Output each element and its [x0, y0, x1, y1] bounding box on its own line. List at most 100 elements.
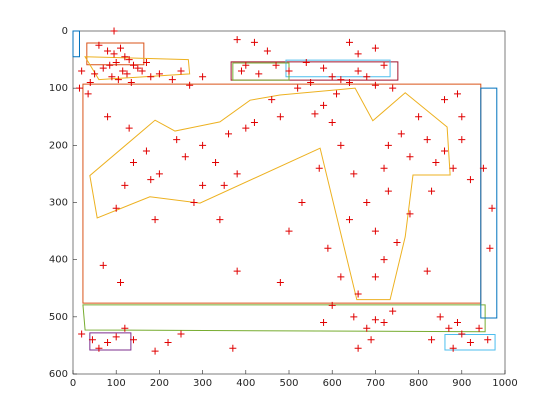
data-point	[106, 61, 114, 69]
data-point	[436, 313, 444, 321]
y-tick-label: 400	[49, 255, 68, 266]
data-point	[199, 141, 207, 149]
region-outline	[72, 30, 80, 58]
data-point	[142, 58, 150, 66]
data-point	[95, 344, 103, 352]
data-point	[199, 181, 207, 189]
data-point	[108, 73, 116, 81]
data-point	[164, 339, 172, 347]
data-point	[479, 164, 487, 172]
data-point	[151, 216, 159, 224]
data-point	[320, 101, 328, 109]
data-point	[151, 347, 159, 355]
data-point	[380, 256, 388, 264]
data-point	[177, 330, 185, 338]
data-point	[371, 227, 379, 235]
data-point	[233, 267, 241, 275]
data-point	[104, 339, 112, 347]
x-tick-label: 400	[236, 378, 255, 389]
data-point	[75, 84, 83, 92]
data-point	[320, 64, 328, 72]
data-point	[121, 324, 129, 332]
data-point	[389, 307, 397, 315]
data-point	[397, 130, 405, 138]
data-point	[315, 164, 323, 172]
data-point	[263, 47, 271, 55]
data-point	[441, 147, 449, 155]
y-tick-label: 100	[49, 83, 68, 94]
data-point	[445, 324, 453, 332]
data-point	[272, 61, 280, 69]
data-point	[380, 61, 388, 69]
x-tick-label: 500	[279, 378, 298, 389]
data-point	[255, 70, 263, 78]
data-point	[307, 78, 315, 86]
data-point	[428, 187, 436, 195]
data-point	[117, 44, 125, 52]
data-point	[99, 64, 107, 72]
data-point	[466, 339, 474, 347]
data-point	[110, 50, 118, 58]
data-point	[449, 344, 457, 352]
data-point	[428, 336, 436, 344]
data-point	[393, 239, 401, 247]
region-outline	[480, 87, 498, 319]
data-point	[380, 319, 388, 327]
y-tick-label: 300	[49, 198, 68, 209]
data-point	[134, 64, 142, 72]
data-point	[220, 181, 228, 189]
data-point	[229, 344, 237, 352]
data-point	[155, 70, 163, 78]
x-tick-label: 1000	[492, 378, 517, 389]
data-point	[371, 44, 379, 52]
region-outline	[444, 334, 496, 351]
data-point	[363, 73, 371, 81]
data-point	[237, 67, 245, 75]
data-point	[475, 324, 483, 332]
data-point	[302, 58, 310, 66]
y-tick-label: 200	[49, 140, 68, 151]
data-point	[449, 164, 457, 172]
data-point	[432, 158, 440, 166]
data-point	[371, 316, 379, 324]
data-point	[415, 113, 423, 121]
data-point	[186, 81, 194, 89]
data-point	[138, 67, 146, 75]
region-outline	[89, 87, 451, 301]
data-point	[147, 73, 155, 81]
data-point	[453, 319, 461, 327]
data-point	[337, 273, 345, 281]
data-point	[225, 130, 233, 138]
data-point	[423, 136, 431, 144]
data-point	[453, 90, 461, 98]
data-point	[181, 153, 189, 161]
x-tick-label: 700	[366, 378, 385, 389]
data-point	[285, 67, 293, 75]
data-point	[242, 61, 250, 69]
y-tick-label: 600	[49, 369, 68, 380]
data-point	[147, 176, 155, 184]
data-point	[311, 110, 319, 118]
data-point	[78, 67, 86, 75]
region-outline	[230, 61, 399, 81]
data-point	[320, 319, 328, 327]
x-tick-label: 100	[107, 378, 126, 389]
data-point	[114, 76, 122, 84]
data-point	[276, 279, 284, 287]
region-outline	[82, 304, 486, 333]
data-point	[345, 216, 353, 224]
x-tick-label: 0	[70, 378, 76, 389]
data-point	[112, 333, 120, 341]
axes-box	[72, 30, 506, 375]
data-point	[233, 36, 241, 44]
data-point	[104, 47, 112, 55]
data-point	[337, 76, 345, 84]
data-point	[406, 210, 414, 218]
data-point	[78, 330, 86, 338]
region-outline	[86, 42, 145, 66]
data-point	[458, 113, 466, 121]
x-tick-label: 300	[193, 378, 212, 389]
data-point	[129, 158, 137, 166]
data-point	[129, 336, 137, 344]
